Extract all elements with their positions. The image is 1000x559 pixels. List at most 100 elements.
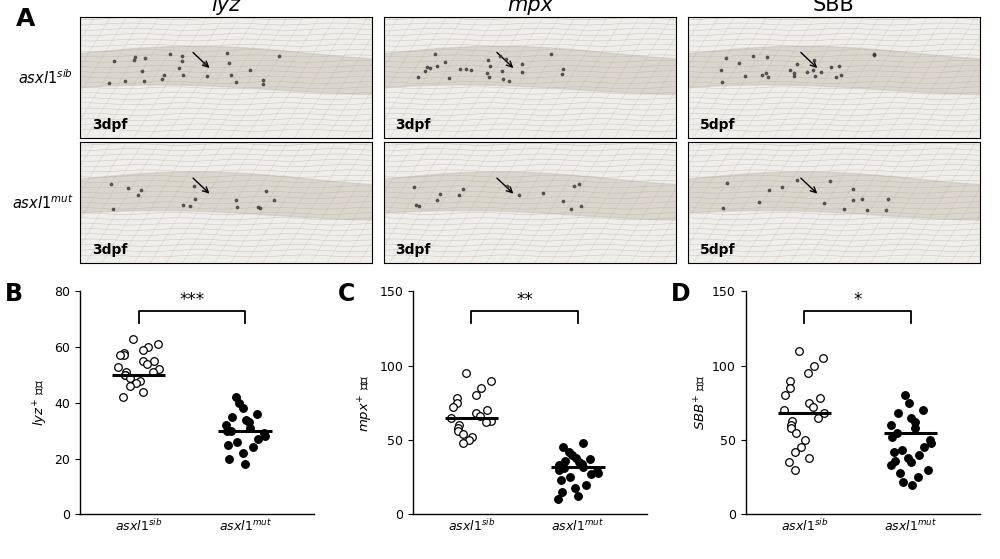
Point [911,451,927,459]
Point [570,492,586,501]
Point [231,399,247,408]
Point [242,66,258,75]
Point [791,347,807,356]
Point [478,418,494,427]
Point [714,77,730,86]
Point [139,359,155,368]
Point [451,420,467,429]
Point [897,391,913,400]
Text: 3dpf: 3dpf [396,117,431,131]
Point [833,70,849,79]
Point [554,487,570,496]
Point [793,443,809,452]
Point [551,461,567,470]
Point [134,67,150,75]
Point [255,76,271,85]
Point [828,73,844,82]
Point [445,403,461,412]
Point [112,351,128,360]
Point [568,453,584,462]
Point [573,202,589,211]
Point [130,191,146,200]
Point [101,79,117,88]
Point [483,416,499,425]
Point [199,71,215,80]
Point [494,67,510,75]
Point [223,426,239,435]
Point [555,196,571,205]
Point [455,184,471,193]
Point [776,406,792,415]
Point [122,382,138,391]
Y-axis label: $\mathit{SBB}^{+}$ 细胞: $\mathit{SBB}^{+}$ 细胞 [692,375,708,430]
Point [759,53,775,62]
Point [257,432,273,440]
Point [151,365,167,374]
Point [557,456,573,465]
Point [900,453,916,462]
Y-axis label: $asxl1^{\mathit{mut}}$: $asxl1^{\mathit{mut}}$ [12,193,73,212]
Point [406,183,422,192]
Point [429,61,445,70]
Point [845,184,861,193]
Point [419,62,435,71]
Point [106,56,122,65]
Point [461,435,477,444]
Point [583,470,599,479]
Point [501,77,517,86]
Point [789,59,805,68]
Point [135,387,151,396]
Point [110,362,126,371]
Point [883,461,899,470]
Point [563,205,579,214]
Point [122,373,138,382]
Point [916,443,932,452]
Point [907,424,923,433]
Point [731,59,747,68]
Point [450,427,466,435]
Y-axis label: $\mathit{mpx}^{+}$ 细胞: $\mathit{mpx}^{+}$ 细胞 [357,374,375,432]
Point [761,186,777,195]
Point [221,454,237,463]
Point [799,68,815,77]
Point [120,183,136,192]
Point [182,202,198,211]
Point [784,416,800,425]
Point [410,73,426,82]
Point [449,399,465,408]
Point [797,435,813,444]
Point [255,79,271,88]
Point [789,176,805,184]
Point [427,50,443,59]
Text: 3dpf: 3dpf [92,243,127,257]
Point [458,368,474,377]
Point [196,58,212,67]
Point [468,391,484,400]
Point [878,205,894,214]
Point [150,340,166,349]
Point [162,50,178,59]
Point [922,435,938,444]
Point [815,354,831,363]
Point [219,49,235,58]
Point [174,56,190,65]
Point [422,63,438,72]
Point [556,464,572,473]
Point [443,413,459,422]
Point [787,447,803,456]
Point [133,186,149,195]
Point [127,53,143,61]
Point [252,204,268,213]
Title: SBB: SBB [813,0,855,15]
Point [417,66,433,75]
Point [156,71,172,80]
Point [889,428,905,437]
Point [468,409,484,418]
Point [495,75,511,84]
Point [499,182,515,191]
Point [566,182,582,191]
Text: 3dpf: 3dpf [92,117,127,131]
Point [553,476,569,485]
Point [782,376,798,385]
Point [910,473,926,482]
